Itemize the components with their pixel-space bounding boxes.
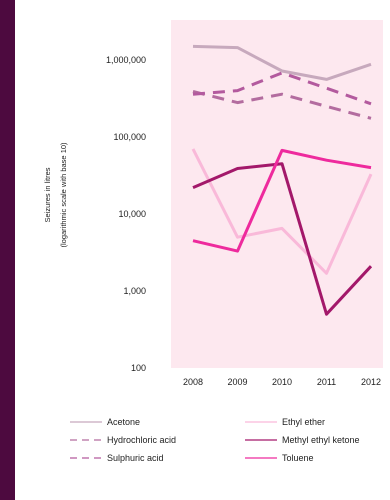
y-axis-title: Seizures in litres (43, 167, 52, 222)
x-tick-label: 2009 (227, 377, 247, 387)
legend-label: Toluene (282, 453, 314, 463)
x-tick-label: 2011 (317, 377, 336, 387)
y-tick-label: 10,000 (118, 209, 146, 219)
y-tick-label: 1,000,000 (106, 55, 146, 65)
series-line-ethyl-ether (191, 148, 373, 275)
x-tick-label: 2012 (361, 377, 381, 387)
series-line-toluene (192, 148, 372, 253)
series-line-sulphuric-acid (192, 71, 372, 106)
chart-panel: Seizures in litres (logarithmic scale wi… (15, 0, 390, 500)
legend: Acetone Ethyl ether Hydrochloric acid Methy… (70, 417, 360, 463)
legend-label: Hydrochloric acid (107, 435, 176, 445)
legend-label: Sulphuric acid (107, 453, 164, 463)
y-tick-label: 100,000 (113, 132, 146, 142)
legend-label: Methyl ethyl ketone (282, 435, 360, 445)
series-line-methyl-ethyl-ketone (192, 162, 373, 316)
y-axis-title-group: Seizures in litres (logarithmic scale wi… (43, 142, 68, 248)
legend-label: Acetone (107, 417, 140, 427)
line-chart: Seizures in litres (logarithmic scale wi… (43, 20, 383, 463)
series-line-acetone (192, 44, 372, 81)
series-lines (191, 44, 373, 316)
y-axis-subtitle: (logarithmic scale with base 10) (59, 142, 68, 248)
y-axis-ticks: 100 1,000 10,000 100,000 1,000,000 (106, 55, 146, 373)
x-axis-ticks: 2008 2009 2010 2011 2012 (183, 377, 381, 387)
plot-area (171, 20, 383, 368)
y-tick-label: 100 (131, 363, 146, 373)
y-tick-label: 1,000 (123, 286, 146, 296)
series-line-hydrochloric-acid (192, 90, 372, 120)
x-tick-label: 2010 (272, 377, 292, 387)
x-tick-label: 2008 (183, 377, 203, 387)
legend-label: Ethyl ether (282, 417, 325, 427)
